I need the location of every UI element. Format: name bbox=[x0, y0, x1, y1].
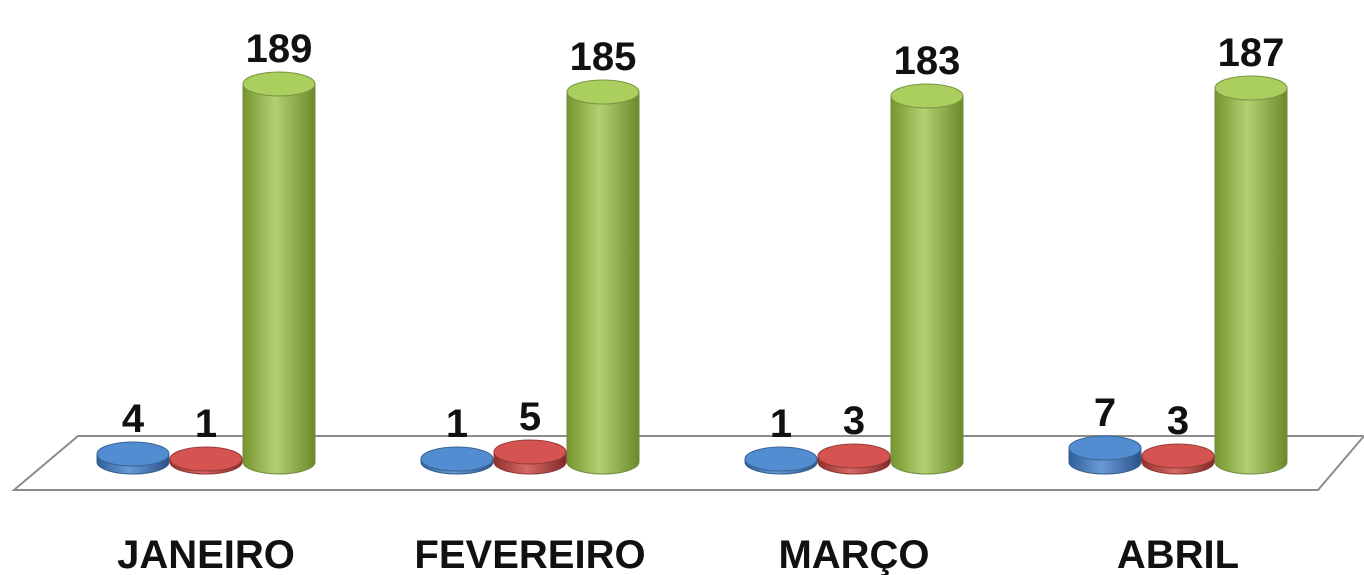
data-label-series-1-abril: 7 bbox=[1094, 391, 1116, 435]
data-label-series-3-abril: 187 bbox=[1218, 31, 1285, 75]
bar-series-3-fevereiro bbox=[566, 79, 640, 475]
category-label-abril: ABRIL bbox=[1117, 533, 1239, 575]
bar-series-2-fevereiro bbox=[493, 439, 567, 475]
data-label-series-1-fevereiro: 1 bbox=[446, 402, 468, 446]
data-label-series-2-janeiro: 1 bbox=[195, 402, 217, 446]
bar-series-1-março bbox=[744, 446, 818, 475]
data-label-series-1-março: 1 bbox=[770, 402, 792, 446]
value-labels-layer: 4 1 189 1 5 185 1 3 183 7 3 187 bbox=[122, 27, 1285, 446]
category-labels-layer: JANEIRO FEVEREIRO MARÇO ABRIL bbox=[117, 533, 1239, 575]
bar-series-3-janeiro bbox=[242, 71, 316, 475]
bar-series-2-janeiro bbox=[169, 446, 243, 475]
category-label-fevereiro: FEVEREIRO bbox=[414, 533, 645, 575]
data-label-series-3-fevereiro: 185 bbox=[570, 35, 637, 79]
bar-series-2-março bbox=[817, 443, 891, 475]
data-label-series-3-janeiro: 189 bbox=[246, 27, 313, 71]
bar-series-1-fevereiro bbox=[420, 446, 494, 475]
bar-series-3-abril bbox=[1214, 75, 1288, 475]
bar-series-2-abril bbox=[1141, 443, 1215, 475]
bar-series-1-janeiro bbox=[96, 441, 170, 475]
category-label-março: MARÇO bbox=[778, 533, 929, 575]
data-label-series-1-janeiro: 4 bbox=[122, 397, 145, 441]
bars-layer bbox=[96, 71, 1288, 475]
bar-series-1-abril bbox=[1068, 435, 1142, 475]
bar-series-3-março bbox=[890, 83, 964, 475]
data-label-series-2-fevereiro: 5 bbox=[519, 395, 541, 439]
category-label-janeiro: JANEIRO bbox=[117, 533, 295, 575]
data-label-series-3-março: 183 bbox=[894, 39, 961, 83]
data-label-series-2-março: 3 bbox=[843, 399, 865, 443]
data-label-series-2-abril: 3 bbox=[1167, 399, 1189, 443]
